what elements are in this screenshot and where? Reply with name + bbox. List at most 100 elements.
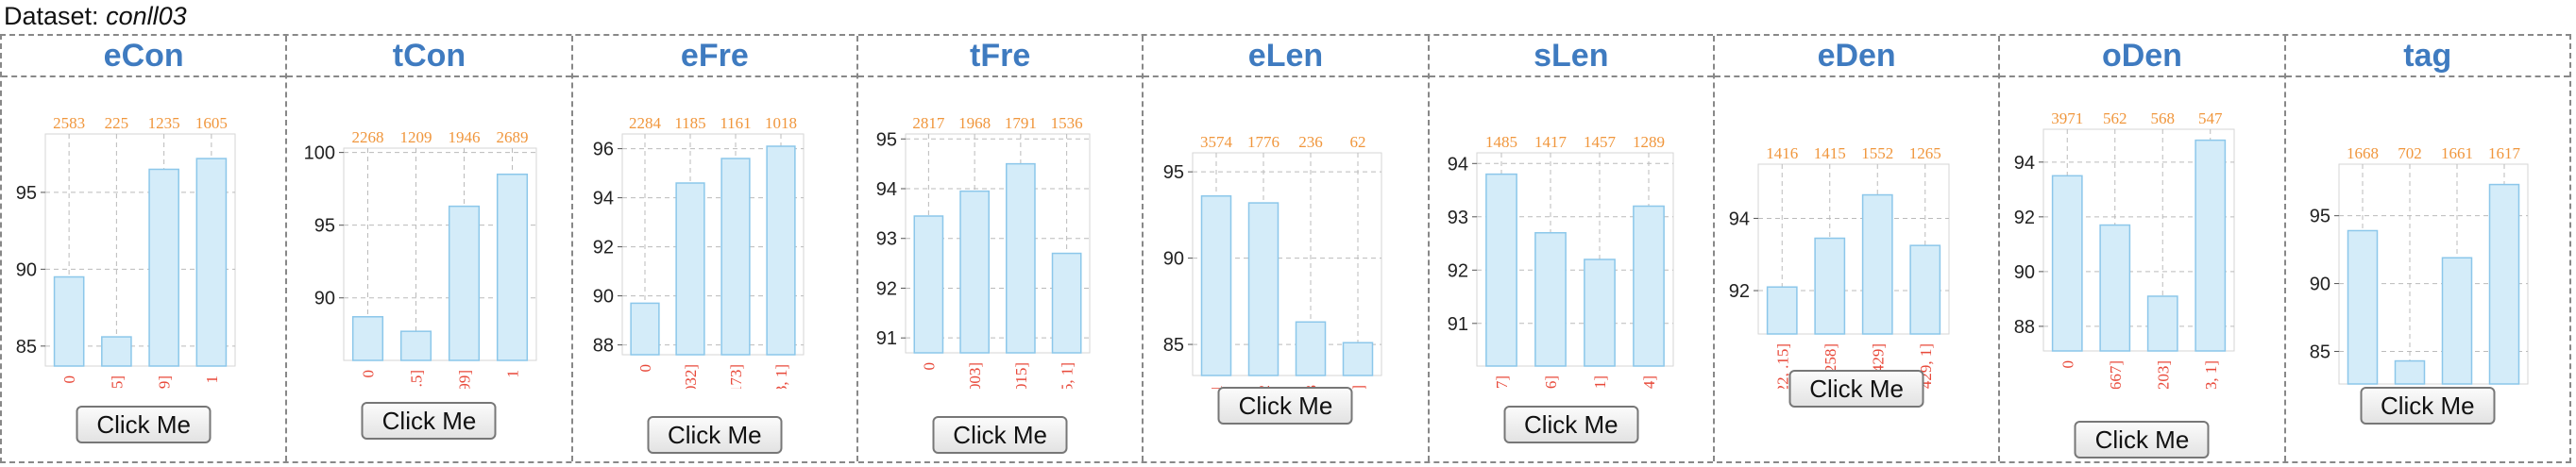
chart-panels: eCon 85 90 95 2583 0 225 (0, .5] 1235 (.5, .999]… bbox=[0, 34, 2571, 463]
y-tick-label: 93 bbox=[876, 229, 897, 250]
bar-chart: 88 90 92 94 3971 0 562 (0, .0667] 568 (.0667, .20… bbox=[2014, 109, 2235, 389]
y-tick-label: 90 bbox=[2309, 275, 2330, 295]
bar bbox=[675, 182, 705, 356]
category-label: 0 bbox=[2059, 360, 2077, 369]
click-me-button[interactable]: Click Me bbox=[2360, 387, 2496, 425]
y-tick-label: 93 bbox=[1447, 208, 1467, 228]
bar bbox=[1005, 162, 1036, 354]
bar bbox=[2147, 295, 2178, 352]
category-label: (7, 16] bbox=[1542, 375, 1560, 389]
category-label: (.5, .999] bbox=[456, 370, 474, 389]
count-label: 1018 bbox=[765, 114, 797, 132]
bar-chart: 91 92 93 94 1485 (1, 7] 1417 (7, 16] 1457 (16, 31… bbox=[1447, 133, 1674, 389]
y-tick-label: 88 bbox=[2014, 317, 2035, 338]
panel-efre: eFre 88 90 92 94 96 2284 0 1185 (0, .032] 1161 (.0… bbox=[572, 36, 858, 461]
click-me-button[interactable]: Click Me bbox=[1217, 387, 1353, 425]
count-label: 1235 bbox=[148, 114, 180, 132]
y-tick-label: 94 bbox=[1447, 154, 1467, 175]
category-label: (0, .5] bbox=[408, 370, 426, 389]
category-label: (1, 7] bbox=[1493, 375, 1511, 389]
dataset-prefix: Dataset: bbox=[4, 2, 99, 30]
category-label: 1 bbox=[504, 370, 522, 378]
bar-chart: 8590951668loc702misc1661org1617per bbox=[2309, 144, 2529, 385]
bar bbox=[1534, 232, 1567, 367]
count-label: 1417 bbox=[1534, 133, 1568, 151]
y-tick-label: 92 bbox=[2014, 208, 2035, 228]
bar bbox=[148, 168, 179, 367]
count-label: 1791 bbox=[1005, 114, 1037, 132]
category-label: 1 bbox=[203, 375, 221, 384]
count-label: 2583 bbox=[53, 114, 85, 132]
category-label: (0, .003] bbox=[966, 362, 984, 389]
count-label: 562 bbox=[2103, 109, 2127, 127]
y-tick-label: 95 bbox=[876, 129, 897, 150]
bar bbox=[1814, 237, 1846, 335]
panel-title: eLen bbox=[1144, 36, 1428, 77]
category-label: (.203, 1] bbox=[2202, 360, 2220, 389]
count-label: 1415 bbox=[1814, 144, 1846, 162]
bar bbox=[630, 302, 660, 356]
y-tick-label: 96 bbox=[592, 140, 613, 160]
panel-elen: eLen 8590953574117762236362(3, 6] Click … bbox=[1144, 36, 1430, 461]
bar bbox=[2488, 183, 2519, 385]
count-label: 1536 bbox=[1051, 114, 1083, 132]
category-label: (.0222, .15] bbox=[1773, 343, 1791, 389]
panel-title: tag bbox=[2285, 36, 2569, 77]
count-label: 1185 bbox=[674, 114, 705, 132]
plot-frame bbox=[44, 133, 236, 367]
bar bbox=[497, 173, 529, 361]
bar bbox=[1909, 244, 1941, 335]
plot-frame bbox=[2338, 163, 2529, 385]
plot-frame bbox=[2042, 128, 2235, 352]
bar-chart: 91 92 93 94 95 2817 0 1968 (0, .003] 1791 (.003, .… bbox=[876, 114, 1091, 389]
bar bbox=[1296, 321, 1327, 376]
count-label: 2284 bbox=[629, 114, 662, 132]
click-me-button[interactable]: Click Me bbox=[932, 416, 1068, 454]
dataset-name: conll03 bbox=[106, 2, 187, 30]
count-label: 2689 bbox=[497, 128, 529, 146]
y-tick-label: 88 bbox=[592, 336, 613, 357]
count-label: 3971 bbox=[2052, 109, 2084, 127]
bar bbox=[720, 158, 751, 356]
category-label: (.003, .015] bbox=[1012, 362, 1030, 389]
plot-frame bbox=[1757, 163, 1950, 335]
count-label: 2817 bbox=[912, 114, 945, 132]
bar bbox=[1051, 252, 1082, 354]
panel-eden: eDen 92 94 1416 (.0222, .15] 1415 (.15, .258]… bbox=[1714, 36, 2001, 461]
click-me-button[interactable]: Click Me bbox=[647, 416, 783, 454]
count-label: 1485 bbox=[1485, 133, 1517, 151]
click-me-button[interactable]: Click Me bbox=[2074, 421, 2210, 459]
count-label: 2268 bbox=[352, 128, 384, 146]
y-tick-label: 95 bbox=[1163, 162, 1184, 183]
plot-frame bbox=[621, 133, 805, 356]
category-label: (16, 31] bbox=[1591, 375, 1609, 389]
category-label: (0, .0667] bbox=[2107, 360, 2125, 389]
category-label: 0 bbox=[636, 364, 654, 373]
y-tick-label: 91 bbox=[876, 328, 897, 349]
bar bbox=[1343, 342, 1374, 376]
count-label: 1209 bbox=[400, 128, 432, 146]
click-me-button[interactable]: Click Me bbox=[76, 406, 212, 443]
y-tick-label: 94 bbox=[1729, 208, 1750, 229]
count-label: 1416 bbox=[1766, 144, 1798, 162]
panel-tfre: tFre 91 92 93 94 95 2817 0 1968 (0, .003] 1791 (.0… bbox=[857, 36, 1144, 461]
click-me-button[interactable]: Click Me bbox=[1503, 406, 1639, 443]
click-me-button[interactable]: Click Me bbox=[361, 402, 497, 440]
bar bbox=[2441, 257, 2472, 385]
y-tick-label: 85 bbox=[16, 337, 37, 358]
bar bbox=[101, 336, 132, 367]
y-tick-label: 95 bbox=[314, 216, 335, 237]
y-tick-label: 90 bbox=[592, 287, 613, 308]
bar bbox=[2052, 175, 2083, 352]
bar bbox=[1861, 193, 1893, 335]
bar-chart: 88 90 92 94 96 2284 0 1185 (0, .032] 1161 (.032, .… bbox=[592, 114, 805, 389]
bar bbox=[400, 330, 432, 361]
plot-frame bbox=[343, 147, 537, 361]
y-tick-label: 90 bbox=[314, 289, 335, 309]
category-label: 0 bbox=[60, 375, 78, 384]
click-me-button[interactable]: Click Me bbox=[1788, 370, 1924, 408]
bar bbox=[1632, 205, 1665, 367]
category-label: 0 bbox=[920, 362, 938, 371]
category-label: (.0667, .203] bbox=[2155, 360, 2173, 389]
plot-frame bbox=[1476, 152, 1674, 367]
